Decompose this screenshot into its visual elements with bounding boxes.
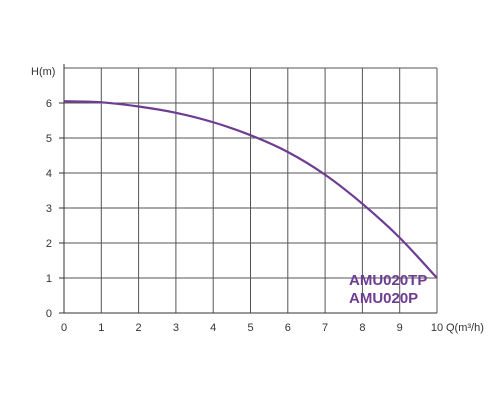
x-tick-label-2: 2	[136, 322, 142, 334]
x-tick-label-6: 6	[285, 322, 291, 334]
x-tick-label-7: 7	[322, 322, 328, 334]
y-tick-label-0: 0	[46, 308, 52, 320]
y-tick-label-5: 5	[46, 133, 52, 145]
model-label-amu020tp: AMU020TP	[349, 272, 427, 289]
y-tick-label-2: 2	[46, 238, 52, 250]
axes	[59, 64, 437, 314]
x-tick-label-0: 0	[61, 322, 67, 334]
x-tick-label-1: 1	[98, 322, 104, 334]
series-line-0	[63, 100, 438, 279]
y-tick-label-6: 6	[46, 98, 52, 110]
y-tick-labels: 0 1 2 3 4 5 6	[46, 98, 52, 320]
x-tick-label-3: 3	[173, 322, 179, 334]
x-tick-label-5: 5	[247, 322, 253, 334]
y-tick-label-4: 4	[46, 168, 52, 180]
x-tick-label-10: 10	[431, 322, 443, 334]
y-tick-label-1: 1	[46, 273, 52, 285]
x-axis-label: Q(m³/h)	[446, 322, 484, 334]
x-tick-label-4: 4	[210, 322, 216, 334]
x-tick-label-9: 9	[397, 322, 403, 334]
y-axis-label: H(m)	[31, 66, 55, 78]
model-label-amu020p: AMU020P	[349, 290, 418, 307]
y-tick-label-3: 3	[46, 203, 52, 215]
x-tick-labels: 0 1 2 3 4 5 6 7 8 9 10	[61, 322, 443, 334]
series	[63, 100, 438, 279]
x-tick-label-8: 8	[359, 322, 365, 334]
